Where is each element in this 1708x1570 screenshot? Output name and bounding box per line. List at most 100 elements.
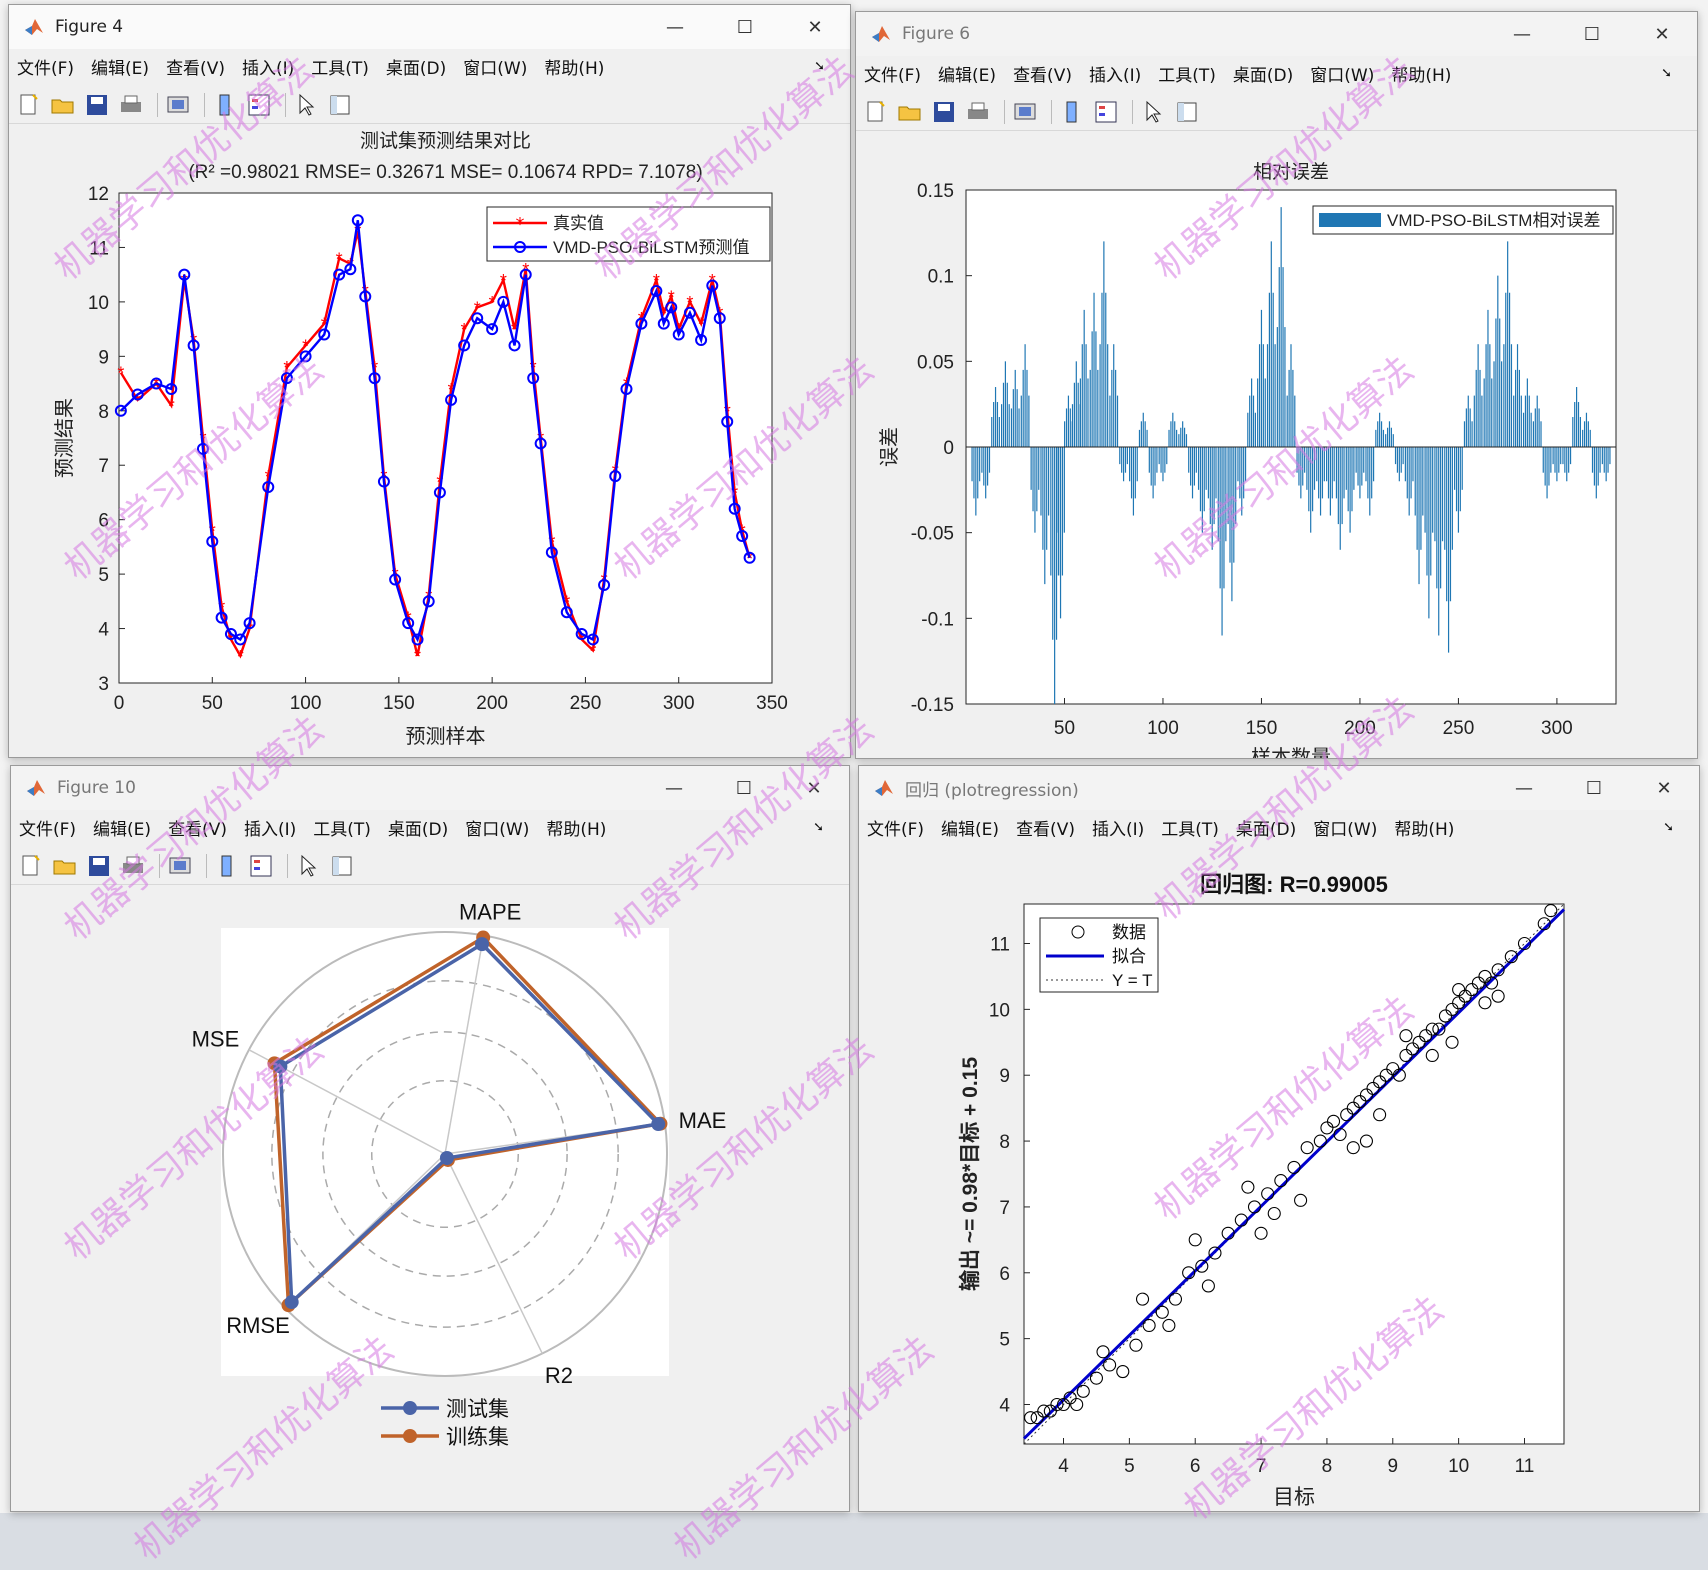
menu-help[interactable]: 帮助(H) — [544, 58, 605, 79]
cursor-icon[interactable] — [294, 852, 322, 880]
save-icon[interactable] — [83, 91, 111, 119]
print-icon[interactable] — [119, 852, 147, 880]
close-icon[interactable]: ✕ — [807, 16, 823, 38]
dock-arrow-icon[interactable]: ➘ — [813, 819, 824, 835]
menu-insert[interactable]: 插入(I) — [1091, 819, 1145, 840]
close-icon[interactable]: ✕ — [1654, 23, 1670, 45]
menu-window[interactable]: 窗口(W) — [465, 819, 530, 840]
title-bar[interactable]: 回归 (plotregression) — ☐ ✕ — [859, 766, 1699, 810]
figure-6-window[interactable]: Figure 6 — ☐ ✕ 文件(F) 编辑(E) 查看(V) 插入(I) 工… — [855, 11, 1698, 759]
radar-grid-ring — [370, 1079, 520, 1229]
legend-icon[interactable] — [1092, 98, 1120, 126]
menu-insert[interactable]: 插入(I) — [241, 58, 295, 79]
menu-view[interactable]: 查看(V) — [1016, 819, 1075, 840]
radar-point — [475, 937, 490, 952]
fig6-chart[interactable]: 相对误差 50 100 150 200 250 300 -0.15 -0.1 -0.05 0 0.05… — [856, 132, 1697, 758]
menu-desktop[interactable]: 桌面(D) — [385, 58, 447, 79]
maximize-icon[interactable]: ☐ — [736, 16, 754, 38]
data-point — [1162, 1318, 1176, 1333]
menu-desktop[interactable]: 桌面(D) — [1235, 819, 1297, 840]
open-folder-icon[interactable] — [896, 98, 924, 126]
minimize-icon[interactable]: — — [1515, 777, 1533, 799]
legend-icon[interactable] — [247, 852, 275, 880]
menu-view[interactable]: 查看(V) — [1013, 65, 1072, 86]
menu-help[interactable]: 帮助(H) — [1394, 819, 1455, 840]
open-folder-icon[interactable] — [51, 852, 79, 880]
y-tick-label: 8 — [999, 1132, 1010, 1153]
menu-file[interactable]: 文件(F) — [19, 819, 77, 840]
colorbar-icon[interactable] — [213, 852, 241, 880]
menu-edit[interactable]: 编辑(E) — [91, 58, 150, 79]
menu-view[interactable]: 查看(V) — [168, 819, 227, 840]
minimize-icon[interactable]: — — [665, 777, 683, 799]
close-icon[interactable]: ✕ — [806, 777, 822, 799]
title-bar[interactable]: Figure 10 — ☐ ✕ — [11, 766, 849, 810]
menu-window[interactable]: 窗口(W) — [1310, 65, 1375, 86]
dock-arrow-icon[interactable]: ➘ — [1661, 65, 1672, 81]
print-icon[interactable] — [117, 91, 145, 119]
menu-window[interactable]: 窗口(W) — [1313, 819, 1378, 840]
regression-chart[interactable]: 回归图: R=0.99005 4 5 6 7 8 9 10 11 4 5 6 7 8 9 10 11 目标 输出 ~… — [859, 848, 1699, 1511]
y-tick-label: 11 — [89, 238, 109, 259]
new-file-icon[interactable] — [862, 98, 890, 126]
maximize-icon[interactable]: ☐ — [1583, 23, 1601, 45]
data-point — [1063, 1391, 1077, 1405]
link-plot-icon[interactable] — [164, 91, 192, 119]
data-point: * — [668, 287, 675, 307]
link-plot-icon[interactable] — [166, 852, 194, 880]
menu-edit[interactable]: 编辑(E) — [941, 819, 1000, 840]
figure-10-window[interactable]: Figure 10 — ☐ ✕ 文件(F) 编辑(E) 查看(V) 插入(I) … — [10, 765, 850, 1512]
save-icon[interactable] — [85, 852, 113, 880]
title-bar[interactable]: Figure 6 — ☐ ✕ — [856, 12, 1697, 56]
maximize-icon[interactable]: ☐ — [1585, 777, 1603, 799]
menu-insert[interactable]: 插入(I) — [1088, 65, 1142, 86]
property-editor-icon[interactable] — [1173, 98, 1201, 126]
menu-edit[interactable]: 编辑(E) — [938, 65, 997, 86]
menu-tools[interactable]: 工具(T) — [313, 819, 371, 840]
data-point — [1445, 1035, 1459, 1049]
dock-arrow-icon[interactable]: ➘ — [814, 58, 825, 74]
close-icon[interactable]: ✕ — [1656, 777, 1672, 799]
title-bar[interactable]: Figure 4 — ☐ ✕ — [9, 5, 850, 49]
cursor-icon[interactable] — [1139, 98, 1167, 126]
menu-window[interactable]: 窗口(W) — [463, 58, 528, 79]
menu-help[interactable]: 帮助(H) — [1391, 65, 1452, 86]
property-editor-icon[interactable] — [328, 852, 356, 880]
open-folder-icon[interactable] — [49, 91, 77, 119]
save-icon[interactable] — [930, 98, 958, 126]
legend-icon[interactable] — [245, 91, 273, 119]
data-point — [1274, 1174, 1288, 1188]
menu-insert[interactable]: 插入(I) — [243, 819, 297, 840]
menu-desktop[interactable]: 桌面(D) — [1232, 65, 1294, 86]
menu-file[interactable]: 文件(F) — [17, 58, 75, 79]
new-file-icon[interactable] — [15, 91, 43, 119]
data-point — [1504, 950, 1518, 964]
menu-file[interactable]: 文件(F) — [864, 65, 922, 86]
minimize-icon[interactable]: — — [666, 16, 684, 38]
menu-file[interactable]: 文件(F) — [867, 819, 925, 840]
cursor-icon[interactable] — [292, 91, 320, 119]
menu-edit[interactable]: 编辑(E) — [93, 819, 152, 840]
regression-window[interactable]: 回归 (plotregression) — ☐ ✕ 文件(F) 编辑(E) 查看… — [858, 765, 1700, 1512]
maximize-icon[interactable]: ☐ — [735, 777, 753, 799]
data-point — [1294, 1193, 1308, 1207]
menu-help[interactable]: 帮助(H) — [546, 819, 607, 840]
dock-arrow-icon[interactable]: ➘ — [1663, 819, 1674, 835]
print-icon[interactable] — [964, 98, 992, 126]
link-plot-icon[interactable] — [1011, 98, 1039, 126]
colorbar-icon[interactable] — [1058, 98, 1086, 126]
menu-bar: 文件(F) 编辑(E) 查看(V) 插入(I) 工具(T) 桌面(D) 窗口(W… — [856, 58, 1697, 88]
property-editor-icon[interactable] — [326, 91, 354, 119]
menu-view[interactable]: 查看(V) — [166, 58, 225, 79]
figure-4-window[interactable]: Figure 4 — ☐ ✕ 文件(F) 编辑(E) 查看(V) 插入(I) 工… — [8, 4, 851, 758]
menu-tools[interactable]: 工具(T) — [311, 58, 369, 79]
menu-tools[interactable]: 工具(T) — [1158, 65, 1216, 86]
menu-tools[interactable]: 工具(T) — [1161, 819, 1219, 840]
minimize-icon[interactable]: — — [1513, 23, 1531, 45]
new-file-icon[interactable] — [17, 852, 45, 880]
fig4-chart[interactable]: 测试集预测结果对比 (R² =0.98021 RMSE= 0.32671 MSE=… — [9, 125, 850, 757]
colorbar-icon[interactable] — [211, 91, 239, 119]
menu-desktop[interactable]: 桌面(D) — [387, 819, 449, 840]
x-axis-label: 预测样本 — [406, 725, 486, 748]
